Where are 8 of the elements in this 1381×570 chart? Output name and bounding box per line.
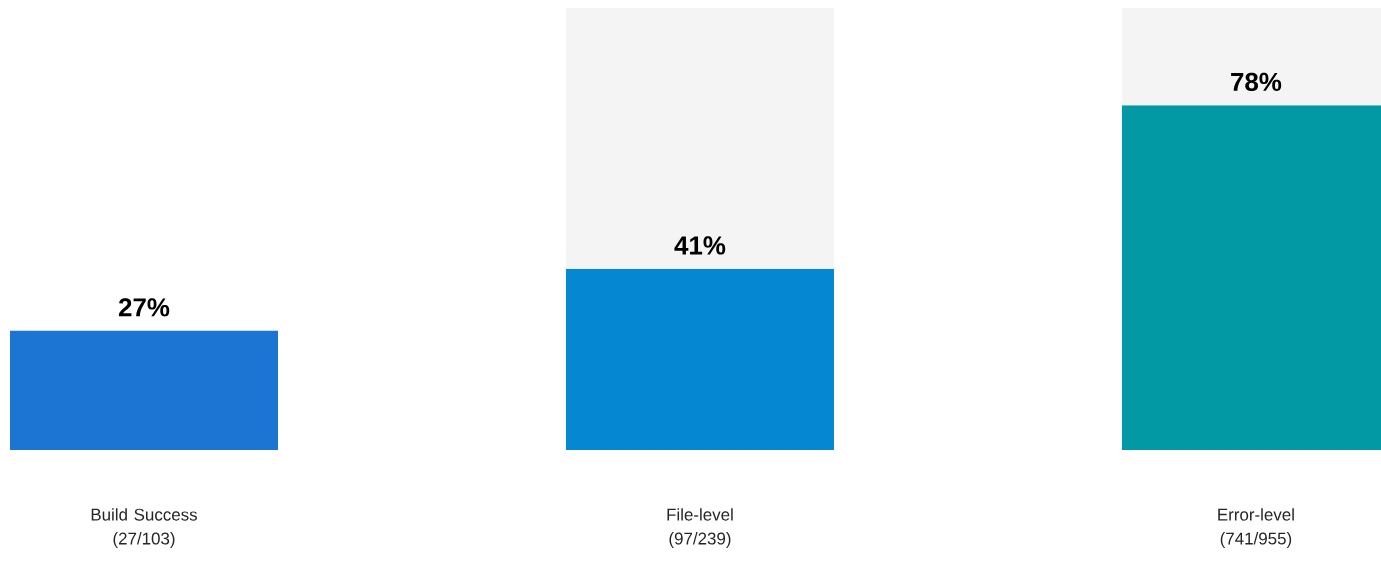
data-label: 78%	[1231, 72, 1282, 92]
x-tick-label: Build Success (27/103)	[91, 508, 198, 548]
data-label: 41%	[674, 236, 726, 255]
bar	[565, 268, 834, 450]
bar	[9, 330, 278, 450]
x-tick-label: File-level (97/239)	[667, 508, 733, 548]
x-tick-label: Error-level (741/955)	[1218, 508, 1294, 548]
data-label: 27%	[118, 298, 170, 317]
